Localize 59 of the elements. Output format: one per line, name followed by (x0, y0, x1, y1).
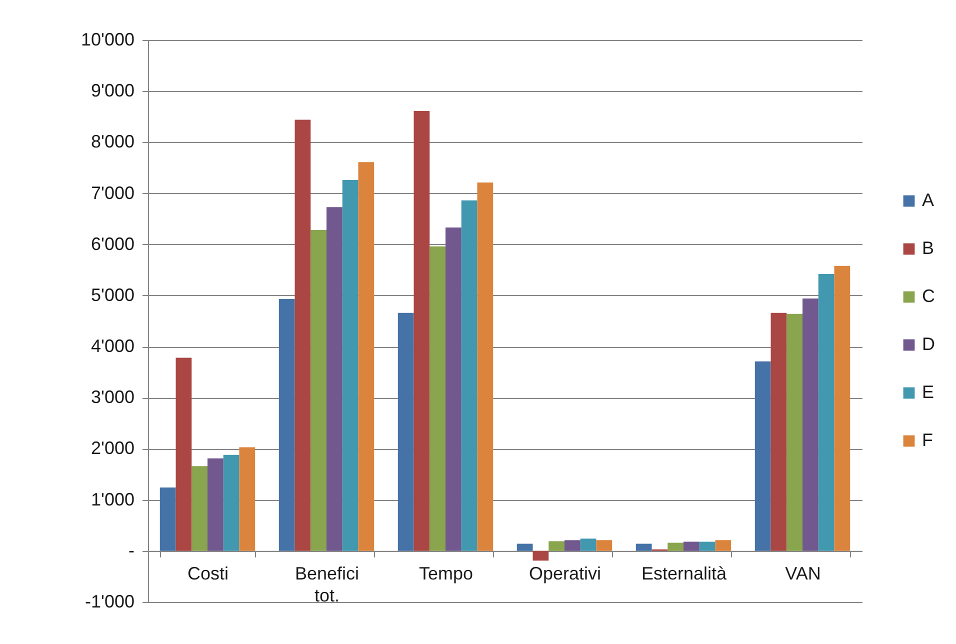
bar (636, 544, 652, 551)
legend-label: C (922, 286, 935, 306)
bar (223, 454, 240, 551)
bar (564, 540, 580, 551)
bar (358, 162, 374, 551)
bar (668, 542, 684, 551)
bar (461, 200, 478, 551)
y-tick-label: 8'000 (91, 132, 134, 152)
bar (477, 182, 494, 551)
legend-label: B (922, 238, 934, 258)
bar (160, 488, 176, 551)
legend-label: D (922, 334, 935, 354)
bar (699, 542, 716, 551)
bar (754, 361, 771, 551)
bar (596, 540, 612, 551)
y-tick-label: -1'000 (85, 592, 134, 612)
bar (516, 544, 533, 551)
bar (278, 299, 295, 551)
bar (414, 111, 430, 551)
bar (532, 550, 549, 561)
y-tick-label: - (128, 540, 134, 560)
y-tick-label: 6'000 (91, 234, 134, 254)
bar (192, 466, 208, 551)
bar (580, 538, 596, 551)
y-tick-label: 2'000 (91, 438, 134, 458)
y-tick-label: 4'000 (91, 336, 134, 356)
bar (770, 312, 787, 551)
x-tick-label: Benefici tot. (294, 563, 360, 606)
bar (208, 458, 224, 551)
bar (548, 541, 564, 551)
bar (715, 540, 732, 551)
x-tick-label: VAN (785, 563, 821, 584)
bar (802, 298, 818, 551)
bar (786, 314, 802, 551)
bar (342, 180, 358, 551)
x-tick-label: Esternalità (641, 563, 728, 584)
bar (398, 312, 414, 551)
bar (684, 542, 700, 551)
x-tick-label: Tempo (418, 563, 474, 584)
y-tick-label: 7'000 (91, 182, 134, 203)
bar (310, 230, 326, 551)
y-tick-label: 9'000 (91, 80, 134, 101)
bar (176, 358, 192, 551)
legend-label: A (922, 190, 934, 210)
x-tick-label: Operativi (528, 563, 602, 584)
x-tick-label: Costi (187, 563, 229, 584)
bar (818, 274, 834, 551)
bar (446, 228, 462, 551)
bar (294, 120, 311, 551)
bar (326, 207, 342, 551)
legend-label: E (922, 382, 934, 402)
bar (239, 447, 256, 551)
y-tick-label: 3'000 (91, 387, 134, 408)
y-tick-label: 10'000 (81, 30, 134, 50)
bar (430, 246, 446, 551)
bar (834, 266, 850, 551)
y-tick-label: 5'000 (91, 284, 134, 305)
y-tick-label: 1'000 (91, 489, 134, 510)
legend-label: F (922, 430, 933, 450)
